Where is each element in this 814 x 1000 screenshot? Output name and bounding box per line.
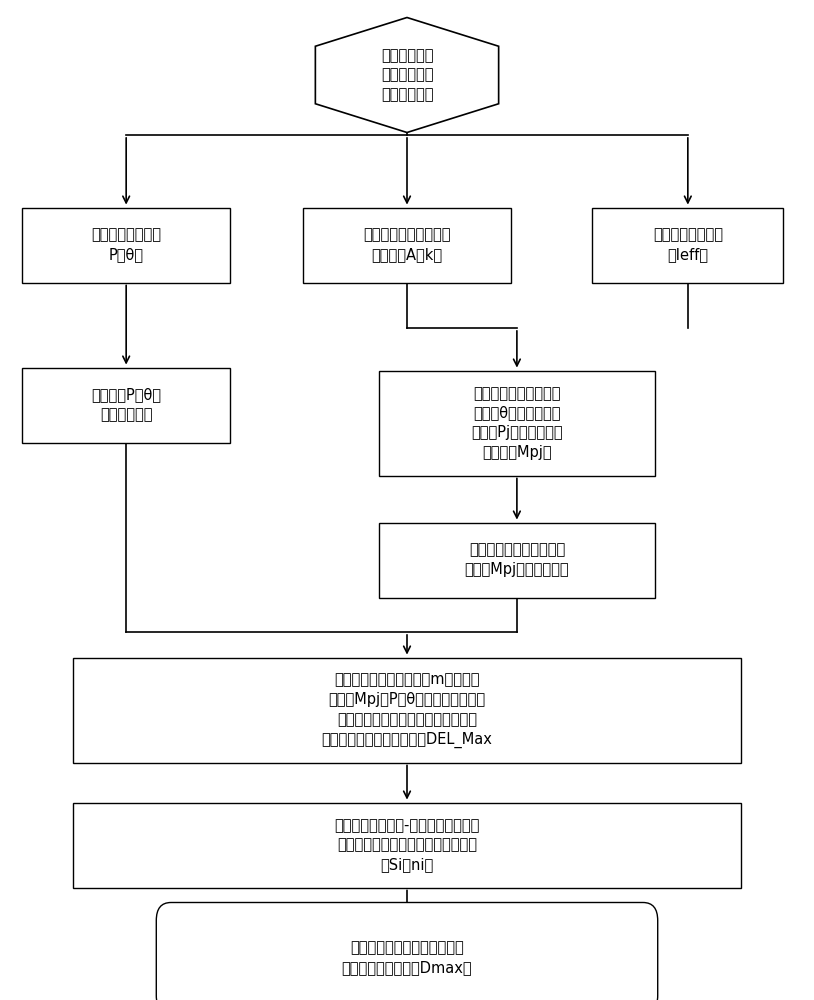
FancyBboxPatch shape xyxy=(593,208,783,282)
FancyBboxPatch shape xyxy=(73,658,741,762)
FancyBboxPatch shape xyxy=(22,367,230,442)
FancyBboxPatch shape xyxy=(156,902,658,1000)
Text: 每个扇区湍流强度
（Ieff）: 每个扇区湍流强度 （Ieff） xyxy=(653,228,723,262)
FancyBboxPatch shape xyxy=(73,802,741,888)
Text: 根据等效疲劳载荷-应力关系，计算得
到塔筒圆周最大应力范围和循环次数
（Si，ni）: 根据等效疲劳载荷-应力关系，计算得 到塔筒圆周最大应力范围和循环次数 （Si，n… xyxy=(335,818,479,872)
Polygon shape xyxy=(315,17,499,132)
Text: 根据材料的疲劳曲线指数m和排序后
相应的Mpj和P（θ），按公式对所有
扇区的等效疲劳载荷进行等价转化，
得到等价的塔筒圆周最大值DEL_Max: 根据材料的疲劳曲线指数m和排序后 相应的Mpj和P（θ），按公式对所有 扇区的等… xyxy=(322,672,492,748)
Text: 计算得到的各扇区等效疲
劳载荷Mpj从大到小排序: 计算得到的各扇区等效疲 劳载荷Mpj从大到小排序 xyxy=(465,543,569,577)
Text: 计算得到塔筒圆周生命周期的
等价最大疲劳损伤（Dmax）: 计算得到塔筒圆周生命周期的 等价最大疲劳损伤（Dmax） xyxy=(342,941,472,975)
FancyBboxPatch shape xyxy=(22,208,230,282)
Text: 每个扇区风速威布尔分
布参数（A，k）: 每个扇区风速威布尔分 布参数（A，k） xyxy=(363,228,451,262)
Text: 风电场机位点
微观选址（流
体仿真结果）: 风电场机位点 微观选址（流 体仿真结果） xyxy=(381,48,433,102)
Text: 风频分布P（θ）
从大到小排序: 风频分布P（θ） 从大到小排序 xyxy=(91,388,161,422)
FancyBboxPatch shape xyxy=(379,370,655,476)
FancyBboxPatch shape xyxy=(303,208,511,282)
FancyBboxPatch shape xyxy=(379,522,655,597)
Text: 通过载荷计算得到机舱
方位角θ，塔筒圆周焊
缝热点Pj对应的等效疲
劳载荷（Mpj）: 通过载荷计算得到机舱 方位角θ，塔筒圆周焊 缝热点Pj对应的等效疲 劳载荷（Mp… xyxy=(471,386,562,460)
Text: 每个扇区风频分布
P（θ）: 每个扇区风频分布 P（θ） xyxy=(91,228,161,262)
